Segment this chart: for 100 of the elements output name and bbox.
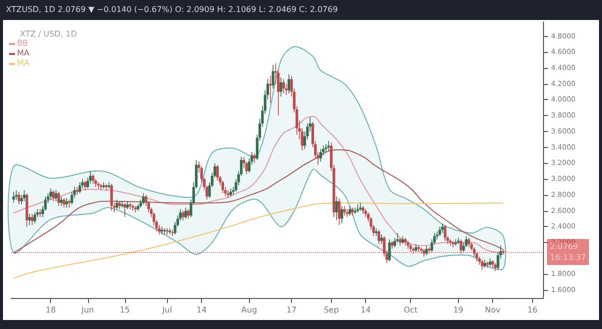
line-series bbox=[13, 116, 504, 254]
candlestick bbox=[70, 191, 74, 205]
candlestick bbox=[102, 182, 105, 189]
candlestick bbox=[116, 199, 118, 210]
candlestick bbox=[62, 198, 66, 208]
candlestick bbox=[324, 144, 328, 152]
candlestick bbox=[108, 182, 110, 189]
candlestick bbox=[436, 230, 438, 240]
candlestick bbox=[460, 238, 462, 254]
x-tick-label: Oct bbox=[404, 306, 418, 314]
x-tick-label: Jul bbox=[161, 306, 172, 314]
candlestick bbox=[128, 202, 132, 210]
x-tick-label: Jun bbox=[80, 306, 94, 314]
candlestick bbox=[171, 229, 174, 237]
candlestick bbox=[38, 208, 42, 218]
candlestick bbox=[163, 228, 166, 235]
x-tick-label: 19 bbox=[453, 306, 464, 314]
candlestick bbox=[253, 153, 256, 164]
candlestick bbox=[84, 180, 86, 191]
candlestick bbox=[20, 194, 23, 205]
candlestick bbox=[452, 240, 454, 248]
candlestick bbox=[60, 196, 63, 206]
candlestick bbox=[396, 232, 399, 243]
candlestick bbox=[272, 64, 274, 90]
candlestick bbox=[216, 164, 219, 182]
candlestick bbox=[52, 190, 55, 202]
candlestick bbox=[319, 148, 322, 162]
x-tick-label: Aug bbox=[241, 306, 258, 314]
candlestick bbox=[134, 206, 137, 213]
legend-label: BB bbox=[17, 38, 28, 48]
candlestick bbox=[380, 234, 383, 244]
candlestick bbox=[14, 190, 18, 200]
candlestick bbox=[187, 208, 190, 220]
candlestick bbox=[393, 237, 396, 248]
chart-subtitle: XTZUSD, 1D 2.0769 ▼ −0.0140 (−0.67%) O: 2.0909 H: 2.1069 L: 2.0469 C: 2.0769 bbox=[5, 4, 339, 16]
candlestick bbox=[444, 224, 446, 242]
candlestick bbox=[464, 236, 468, 248]
candlestick bbox=[480, 260, 484, 270]
x-tick-label: 14 bbox=[196, 306, 207, 314]
candlestick bbox=[160, 226, 164, 235]
candlestick bbox=[30, 214, 34, 226]
candlestick bbox=[89, 170, 92, 184]
candlestick bbox=[388, 238, 391, 262]
candlestick bbox=[22, 190, 26, 202]
candlestick bbox=[340, 206, 344, 224]
candlestick bbox=[100, 183, 102, 191]
candlestick bbox=[57, 191, 60, 206]
candlestick bbox=[12, 191, 15, 204]
x-tick-label: 16 bbox=[527, 306, 538, 314]
candlestick bbox=[288, 74, 290, 94]
candlestick bbox=[124, 202, 126, 218]
candlestick bbox=[142, 192, 145, 205]
candlestick bbox=[184, 207, 187, 220]
candlestick bbox=[284, 83, 288, 96]
candlestick bbox=[348, 206, 352, 216]
candlestick bbox=[335, 196, 338, 221]
candlestick bbox=[182, 210, 184, 221]
candlestick bbox=[18, 191, 20, 205]
candlestick bbox=[338, 198, 340, 226]
candlestick bbox=[417, 245, 420, 252]
text: 16:13:37 bbox=[550, 253, 586, 262]
candlestick bbox=[468, 237, 470, 248]
candlestick bbox=[269, 76, 272, 104]
line-series bbox=[13, 149, 504, 254]
candlestick bbox=[346, 208, 348, 218]
candlestick bbox=[327, 140, 330, 151]
candlestick bbox=[280, 77, 282, 97]
candlestick bbox=[378, 229, 380, 244]
candlestick bbox=[158, 224, 161, 235]
x-tick-label: Sep bbox=[324, 306, 339, 314]
candlestick bbox=[343, 206, 346, 216]
candlestick bbox=[449, 238, 452, 246]
x-tick-label: 14 bbox=[360, 306, 371, 314]
candlestick bbox=[54, 190, 58, 202]
x-tick-label: 18 bbox=[46, 306, 56, 314]
legend-label: MA bbox=[17, 58, 30, 68]
candlestick bbox=[34, 212, 36, 224]
candlestick bbox=[221, 180, 224, 194]
candlestick bbox=[49, 188, 52, 200]
candlestick bbox=[78, 182, 82, 194]
candlestick bbox=[359, 202, 362, 212]
legend-label: MA bbox=[17, 48, 30, 58]
candlestick bbox=[226, 190, 230, 198]
candlestick bbox=[425, 245, 428, 256]
text: XTZ / USD, 1D bbox=[20, 30, 77, 38]
candlestick bbox=[282, 78, 285, 94]
candlestick bbox=[472, 246, 476, 258]
x-tick-label: 15 bbox=[120, 306, 130, 314]
candlestick bbox=[441, 223, 444, 234]
candlestick bbox=[354, 207, 356, 214]
x-tick-label: Nov bbox=[484, 306, 501, 314]
candlestick bbox=[110, 183, 113, 212]
line-series bbox=[13, 202, 504, 279]
candlestick bbox=[438, 226, 442, 237]
x-tick-label: 17 bbox=[286, 306, 297, 314]
candlestick bbox=[28, 214, 31, 226]
candlestick bbox=[486, 261, 489, 268]
candlestick bbox=[245, 161, 248, 175]
candlestick bbox=[65, 198, 68, 208]
candlestick bbox=[92, 174, 94, 184]
